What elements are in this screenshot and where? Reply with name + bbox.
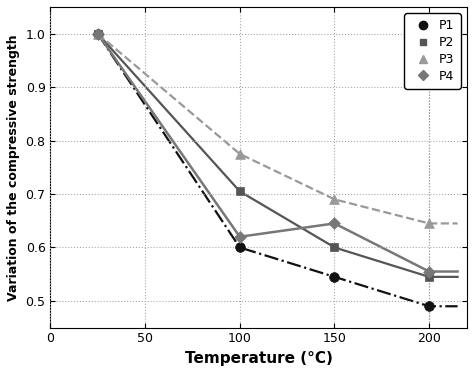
Point [425, 274, 433, 280]
Point [331, 244, 338, 250]
Point [331, 196, 338, 202]
Point [94, 31, 101, 37]
Point [236, 234, 244, 240]
Point [331, 274, 338, 280]
Legend: P1, P2, P3, P4: P1, P2, P3, P4 [404, 13, 461, 89]
Point [425, 269, 433, 275]
X-axis label: Temperature (°C): Temperature (°C) [185, 351, 333, 366]
Point [425, 220, 433, 226]
Point [236, 244, 244, 250]
Y-axis label: Variation of the compressive strength: Variation of the compressive strength [7, 34, 20, 301]
Point [425, 303, 433, 309]
Point [94, 31, 101, 37]
Point [236, 151, 244, 157]
Point [94, 31, 101, 37]
Point [236, 188, 244, 194]
Point [94, 31, 101, 37]
Point [331, 220, 338, 226]
